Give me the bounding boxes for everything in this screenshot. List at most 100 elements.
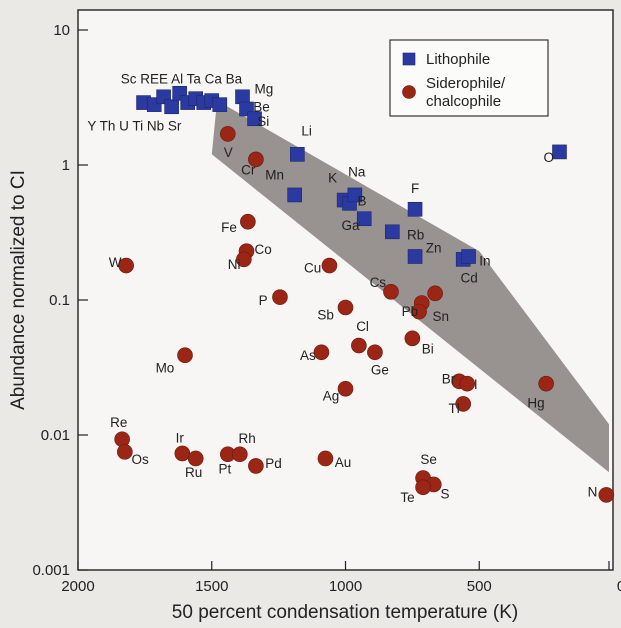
siderophile-point — [351, 337, 367, 354]
element-label: Ir — [176, 430, 185, 445]
axis-ticks: 2000 1500 1000 500 0 10 1 0.1 0.01 0.001 — [32, 22, 621, 595]
y-tick-label: 0.01 — [41, 427, 70, 444]
legend-lithophile-label: Lithophile — [426, 51, 490, 68]
x-tick-label: 2000 — [61, 578, 94, 595]
siderophile-point — [598, 487, 615, 503]
legend-box — [389, 39, 549, 117]
element-label: Ge — [371, 363, 389, 378]
siderophile-point — [118, 257, 134, 274]
element-label: K — [328, 171, 337, 186]
x-tick-label: 1500 — [195, 578, 228, 595]
siderophile-point — [411, 303, 427, 320]
element-label: Co — [255, 242, 272, 257]
element-label: Cl — [356, 319, 369, 334]
element-label: Cd — [461, 270, 478, 285]
siderophile-point — [187, 450, 204, 467]
siderophile-point — [455, 396, 472, 412]
element-label: In — [479, 254, 490, 269]
y-axis-title: Abundance normalized to CI — [8, 170, 29, 410]
element-label: Au — [335, 455, 352, 470]
siderophile-point — [232, 446, 248, 463]
element-label: Sn — [432, 309, 449, 324]
siderophile-point — [427, 285, 443, 302]
element-label: N — [588, 485, 598, 500]
element-label: Na — [348, 165, 366, 180]
siderophile-point — [174, 445, 191, 462]
element-label: Os — [132, 452, 150, 467]
lithophile-point — [356, 211, 372, 227]
lithophile-point — [287, 187, 302, 203]
y-tick-label: 0.1 — [49, 292, 70, 309]
legend: Lithophile Siderophile/ chalcophile — [389, 39, 549, 117]
element-label: B — [358, 194, 367, 209]
siderophile-point — [236, 251, 252, 268]
siderophile-point — [538, 375, 554, 392]
siderophile-point — [248, 151, 264, 168]
siderophile-point — [272, 289, 288, 305]
siderophile-point — [459, 375, 476, 392]
element-label: S — [440, 486, 449, 501]
lithophile-point — [552, 144, 567, 160]
element-label: Mn — [265, 168, 284, 183]
siderophile-point — [404, 330, 421, 347]
element-label: Sb — [317, 307, 334, 322]
x-axis-title: 50 percent condensation temperature (K) — [172, 602, 518, 623]
element-label: F — [411, 181, 419, 196]
element-label: Tl — [448, 401, 459, 416]
element-label: Rb — [407, 228, 424, 243]
element-label: Mg — [255, 81, 274, 96]
element-label: Ga — [341, 218, 360, 233]
element-label: Rh — [239, 431, 256, 446]
element-label: Re — [110, 415, 127, 430]
element-label: Mo — [156, 361, 175, 376]
data-points — [114, 85, 615, 503]
siderophile-point — [177, 347, 193, 364]
element-label: Zn — [426, 240, 442, 255]
lithophile-point — [164, 99, 179, 115]
siderophile-point — [317, 450, 334, 467]
legend-lithophile-marker — [402, 52, 416, 66]
element-label: Pd — [265, 456, 282, 471]
element-label: Ni — [228, 257, 241, 272]
element-label: Ru — [185, 465, 202, 480]
element-label: P — [259, 293, 268, 308]
legend-siderophile-label: Siderophile/ — [426, 75, 506, 92]
siderophile-point — [367, 344, 383, 361]
element-label: Si — [257, 114, 269, 129]
element-label: Te — [400, 490, 414, 505]
element-label: Pt — [218, 461, 231, 476]
element-label: V — [224, 145, 233, 160]
siderophile-point — [313, 344, 330, 361]
lithophile-point — [461, 249, 476, 264]
y-tick-label: 10 — [53, 22, 70, 39]
element-label: As — [300, 348, 316, 363]
element-label: Cu — [304, 260, 321, 275]
lithophile-point — [385, 224, 400, 240]
element-label: Y Th U Ti Nb Sr — [87, 119, 182, 134]
x-tick-label: 500 — [467, 578, 492, 595]
siderophile-point — [248, 458, 264, 474]
element-label: O — [543, 150, 554, 165]
element-label: Br — [442, 372, 456, 387]
element-label: Cr — [241, 163, 256, 178]
lithophile-point — [407, 201, 423, 217]
element-label: Fe — [221, 220, 237, 235]
element-label: W — [109, 255, 122, 270]
lithophile-point — [212, 97, 228, 112]
siderophile-point — [337, 380, 354, 397]
siderophile-point — [337, 299, 354, 316]
siderophile-point — [240, 213, 256, 230]
siderophile-point — [220, 126, 236, 142]
element-label: Li — [301, 124, 312, 139]
x-tick-label: 0 — [617, 578, 621, 595]
siderophile-point — [383, 284, 399, 300]
element-label: Hg — [527, 395, 544, 410]
element-label: Bi — [422, 342, 434, 357]
siderophile-point — [117, 444, 133, 460]
element-label: Ag — [323, 389, 340, 404]
y-tick-label: 0.001 — [32, 562, 70, 579]
lithophile-point — [407, 249, 423, 264]
lithophile-point — [347, 187, 363, 203]
